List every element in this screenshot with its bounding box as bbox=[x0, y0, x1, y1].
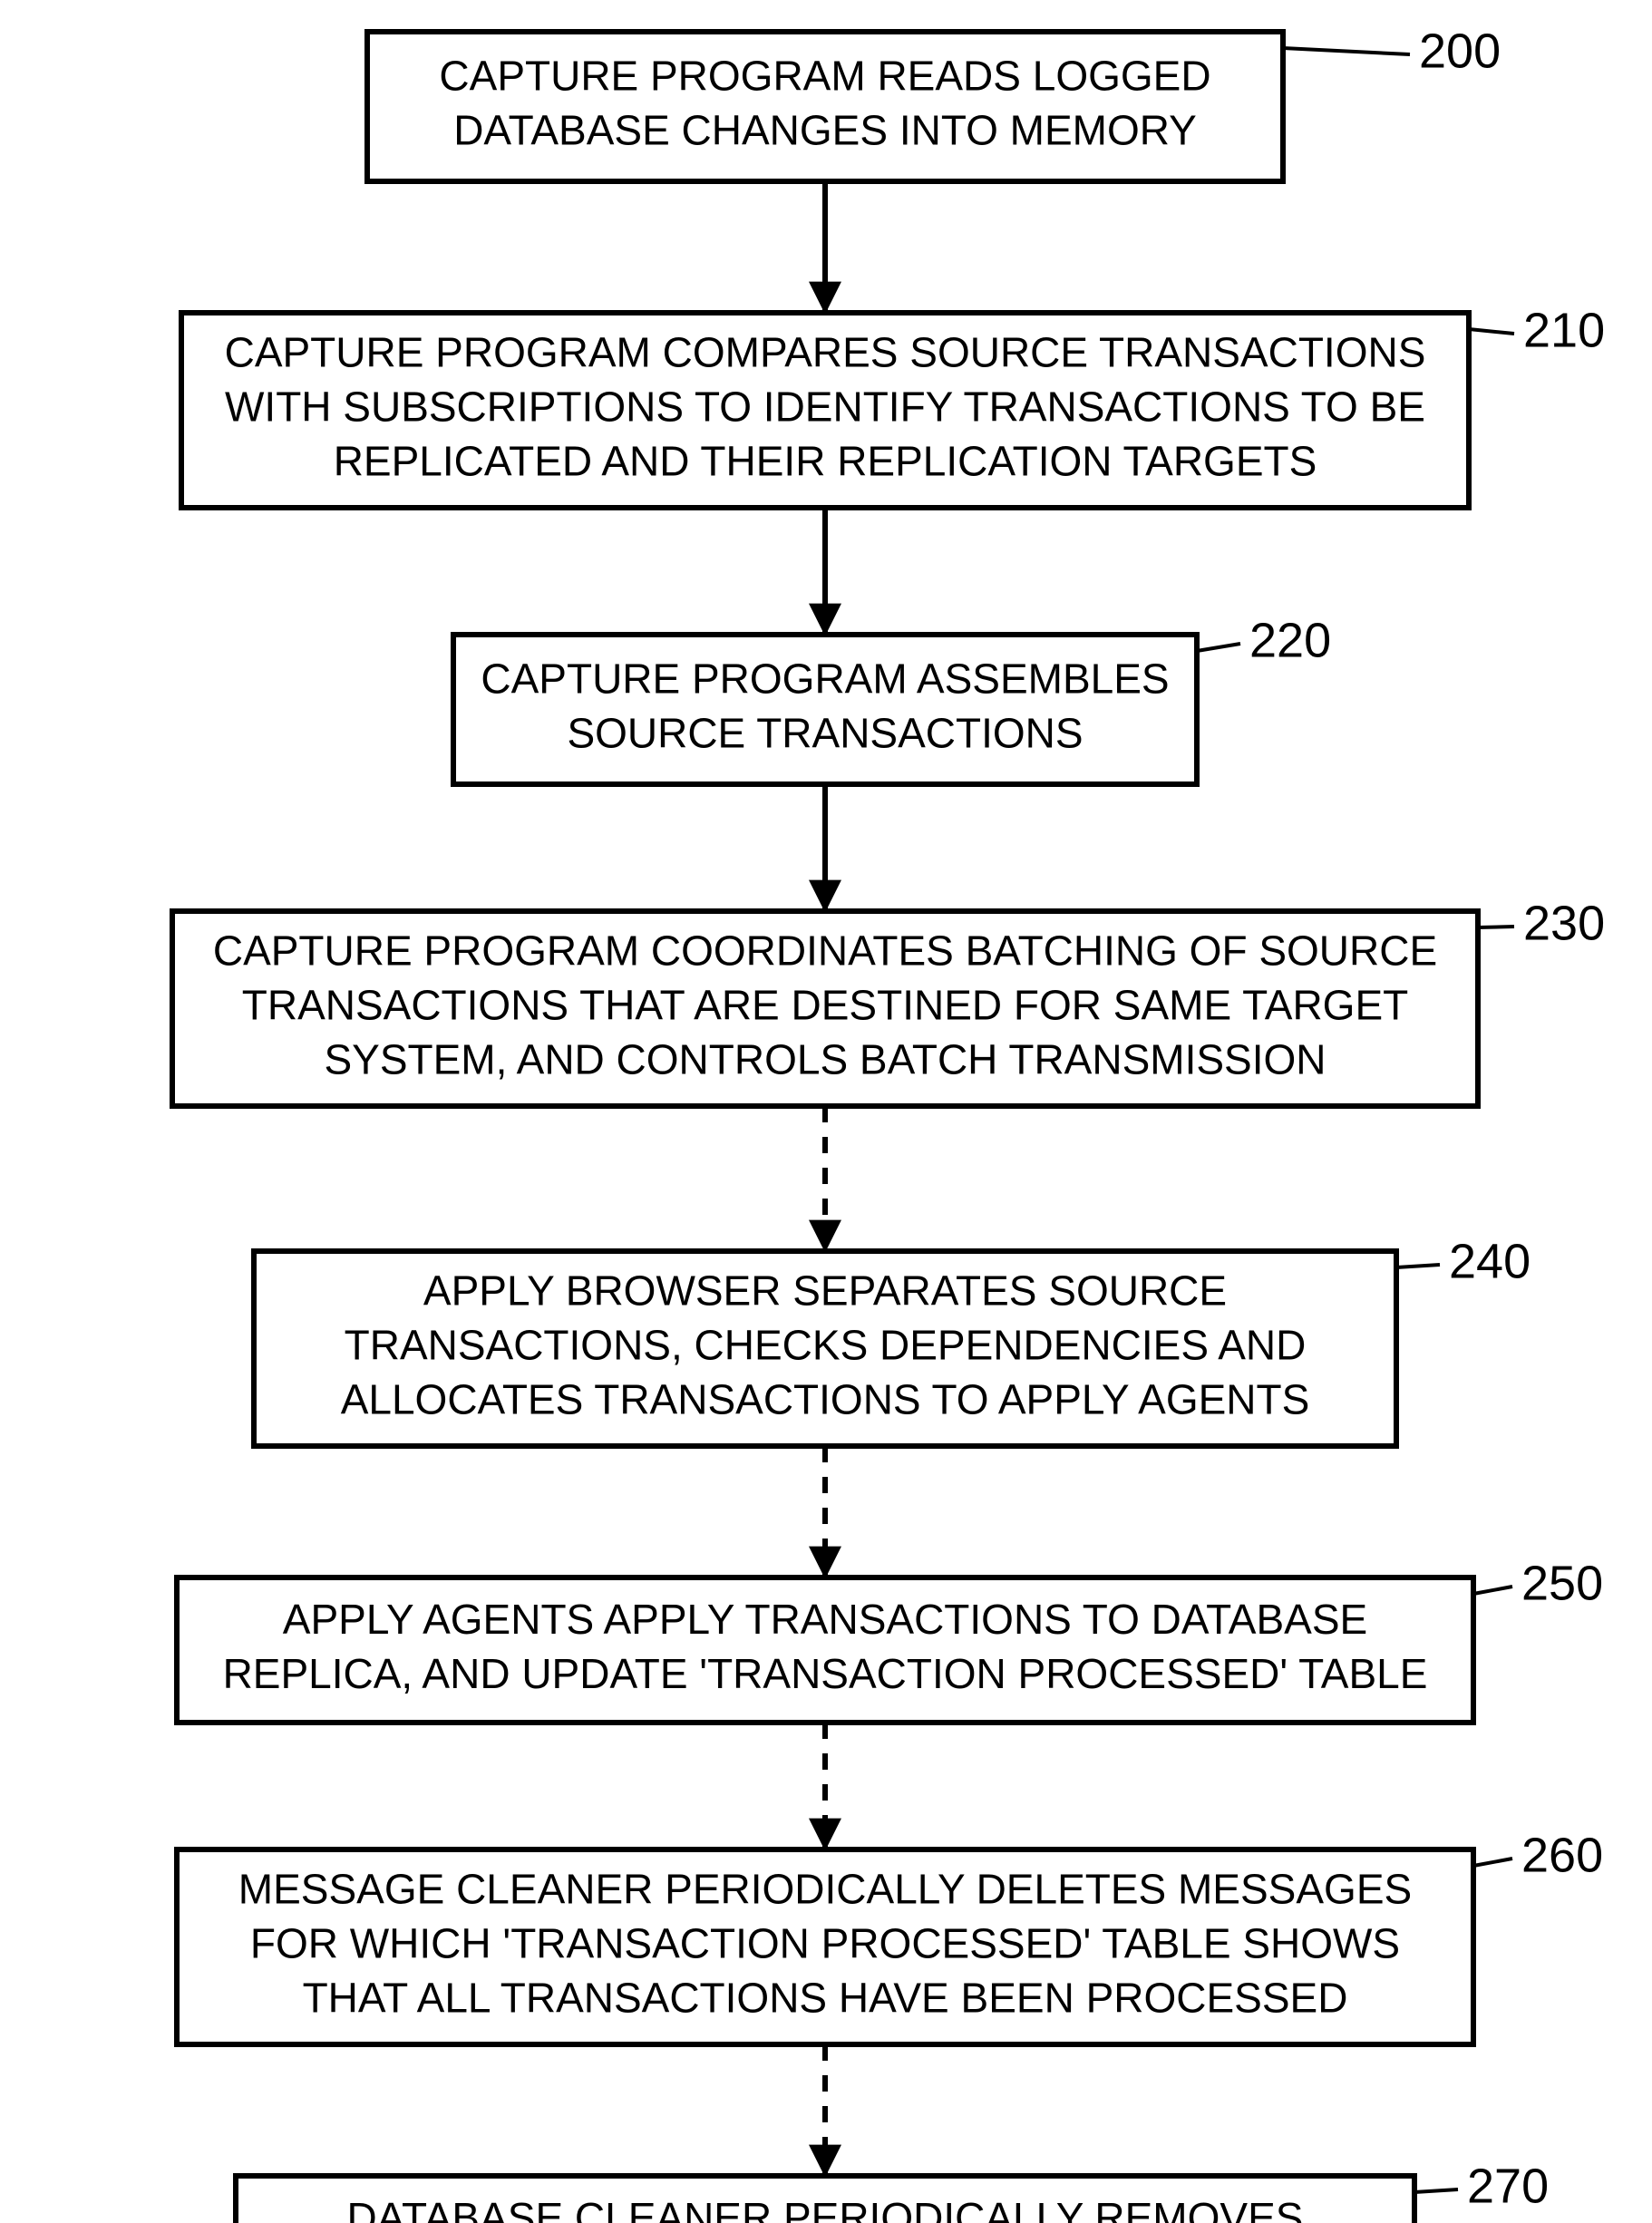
flow-step-text: CAPTURE PROGRAM ASSEMBLES bbox=[481, 655, 1169, 703]
flow-step-text: FOR WHICH 'TRANSACTION PROCESSED' TABLE … bbox=[250, 1920, 1400, 1967]
flow-step-text: TRANSACTIONS, CHECKS DEPENDENCIES AND bbox=[345, 1322, 1307, 1369]
flow-step-200: CAPTURE PROGRAM READS LOGGED DATABASE CHA… bbox=[367, 32, 1283, 181]
callout-label-210: 210 bbox=[1523, 303, 1605, 357]
flow-step-text: REPLICA, AND UPDATE 'TRANSACTION PROCESS… bbox=[223, 1650, 1428, 1697]
callout-label-240: 240 bbox=[1449, 1234, 1531, 1288]
flow-step-text: ALLOCATES TRANSACTIONS TO APPLY AGENTS bbox=[341, 1376, 1310, 1423]
flow-step-text: REPLICATED AND THEIR REPLICATION TARGETS bbox=[334, 438, 1317, 485]
flow-step-260: MESSAGE CLEANER PERIODICALLY DELETES MES… bbox=[177, 1849, 1473, 2044]
flow-step-text: SYSTEM, AND CONTROLS BATCH TRANSMISSION bbox=[324, 1036, 1326, 1083]
callout-leader bbox=[1469, 329, 1514, 334]
callout-label-230: 230 bbox=[1523, 896, 1605, 950]
flow-step-text: APPLY BROWSER SEPARATES SOURCE bbox=[423, 1267, 1227, 1315]
flow-step-220: CAPTURE PROGRAM ASSEMBLES SOURCE TRANSACT… bbox=[453, 635, 1197, 784]
callout-leader bbox=[1283, 48, 1410, 54]
flow-step-text: CAPTURE PROGRAM COORDINATES BATCHING OF … bbox=[213, 927, 1437, 975]
flow-step-text: CAPTURE PROGRAM READS LOGGED bbox=[439, 53, 1210, 100]
flow-step-text: DATABASE CHANGES INTO MEMORY bbox=[453, 107, 1197, 154]
flow-step-text: DATABASE CLEANER PERIODICALLY REMOVES bbox=[347, 2194, 1304, 2223]
flow-step-text: APPLY AGENTS APPLY TRANSACTIONS TO DATAB… bbox=[283, 1596, 1367, 1643]
callout-label-260: 260 bbox=[1521, 1828, 1603, 1882]
callout-label-250: 250 bbox=[1521, 1556, 1603, 1610]
flow-step-text: TRANSACTIONS THAT ARE DESTINED FOR SAME … bbox=[242, 982, 1408, 1029]
flow-step-250: APPLY AGENTS APPLY TRANSACTIONS TO DATAB… bbox=[177, 1577, 1473, 1723]
callout-leader bbox=[1396, 1265, 1440, 1267]
callout-leader bbox=[1473, 1587, 1512, 1594]
flow-step-240: APPLY BROWSER SEPARATES SOURCE TRANSACTIO… bbox=[254, 1251, 1396, 1446]
flow-step-text: SOURCE TRANSACTIONS bbox=[567, 710, 1083, 757]
callout-leader bbox=[1414, 2189, 1458, 2192]
flow-step-270: DATABASE CLEANER PERIODICALLY REMOVESREC… bbox=[236, 2176, 1414, 2223]
flow-step-text: CAPTURE PROGRAM COMPARES SOURCE TRANSACT… bbox=[225, 329, 1426, 376]
flow-step-230: CAPTURE PROGRAM COORDINATES BATCHING OF … bbox=[172, 911, 1478, 1106]
flow-step-text: WITH SUBSCRIPTIONS TO IDENTIFY TRANSACTI… bbox=[225, 383, 1425, 431]
callout-label-200: 200 bbox=[1419, 24, 1501, 78]
callout-leader bbox=[1197, 644, 1240, 651]
flow-step-text: MESSAGE CLEANER PERIODICALLY DELETES MES… bbox=[238, 1866, 1412, 1913]
callout-label-270: 270 bbox=[1467, 2159, 1549, 2213]
callout-label-220: 220 bbox=[1249, 613, 1331, 667]
callout-leader bbox=[1473, 1859, 1512, 1866]
flow-step-210: CAPTURE PROGRAM COMPARES SOURCE TRANSACT… bbox=[181, 313, 1469, 508]
flow-step-text: THAT ALL TRANSACTIONS HAVE BEEN PROCESSE… bbox=[303, 1975, 1348, 2022]
